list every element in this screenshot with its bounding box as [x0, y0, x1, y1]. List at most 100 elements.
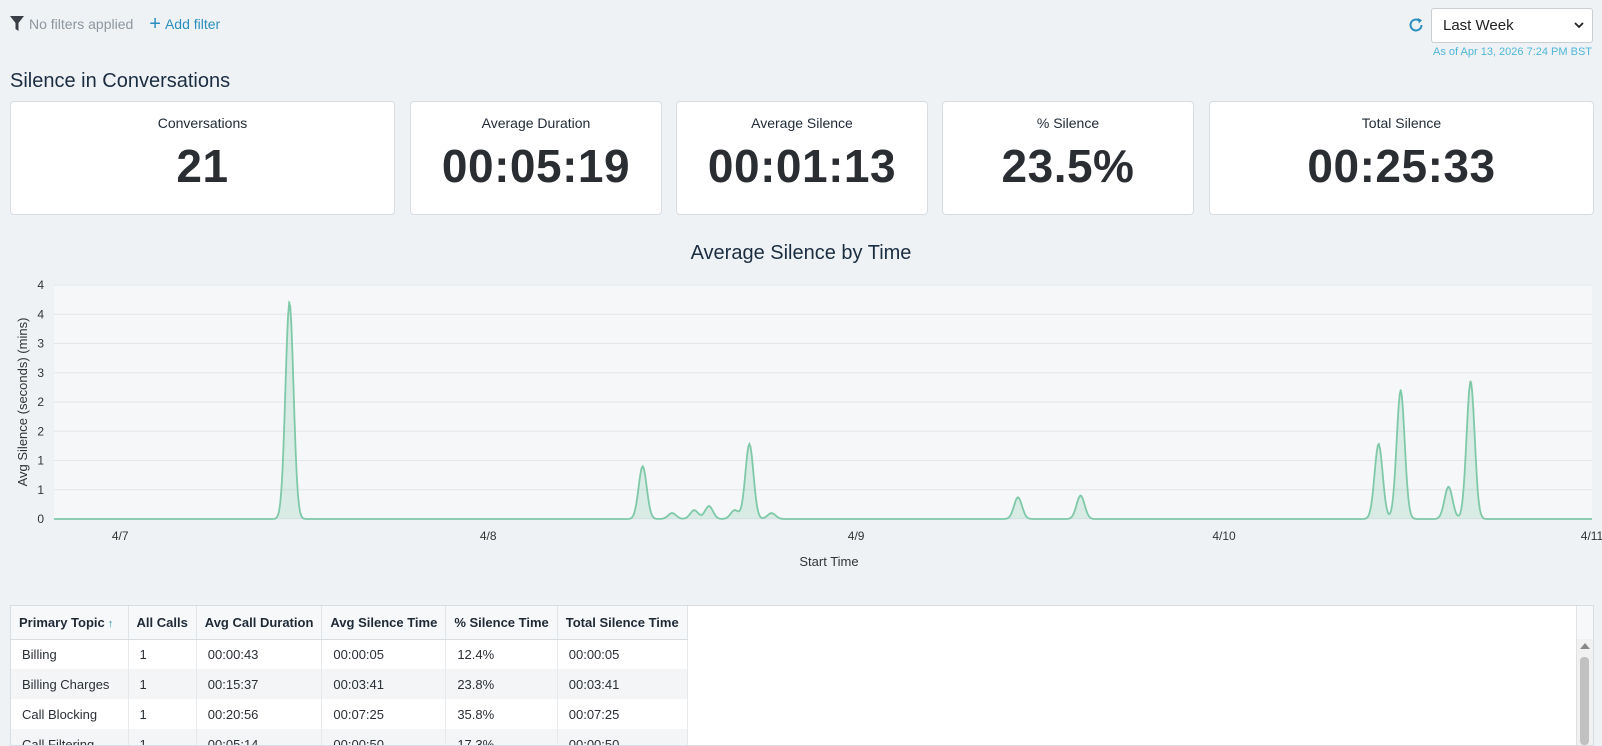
metric-value: 00:05:19 — [441, 140, 631, 192]
cell-percent-silence-time: 23.8% — [445, 669, 558, 699]
metric-label: % Silence — [1036, 115, 1100, 131]
data-point — [693, 509, 696, 512]
cell-primary-topic: Billing Charges — [11, 669, 129, 699]
cell-avg-call-duration: 00:05:14 — [196, 729, 323, 745]
y-tick-label: 2 — [37, 424, 44, 438]
data-point — [748, 443, 751, 446]
x-tick-label: 4/9 — [848, 529, 865, 543]
metric-card-average-silence: Average Silence 00:01:13 — [676, 101, 928, 215]
table-row[interactable]: Call Filtering 1 00:05:14 00:00:50 17.3%… — [11, 729, 688, 745]
metric-value: 00:25:33 — [1307, 140, 1496, 192]
cell-total-silence-time: 00:03:41 — [557, 669, 688, 699]
filter-status: No filters applied — [29, 16, 134, 32]
column-header-all-calls[interactable]: All Calls — [128, 606, 197, 640]
y-tick-label: 4 — [37, 307, 44, 321]
cell-avg-call-duration: 00:20:56 — [196, 699, 323, 729]
topics-table: Primary Topic ↑ All Calls Avg Call Durati… — [10, 605, 1594, 746]
table-row[interactable]: Billing 1 00:00:43 00:00:05 12.4% 00:00:… — [11, 639, 688, 669]
column-header-label: Avg Call Duration — [204, 614, 314, 630]
cell-avg-call-duration: 00:00:43 — [196, 639, 323, 669]
cell-avg-silence-time: 00:03:41 — [321, 669, 447, 699]
metric-value: 23.5% — [1001, 140, 1135, 192]
cell-all-calls: 1 — [128, 639, 197, 669]
y-tick-label: 1 — [37, 483, 44, 497]
data-point — [1469, 380, 1472, 383]
cell-primary-topic: Billing — [11, 639, 129, 669]
date-range-value: Last Week — [1443, 17, 1514, 34]
metric-card-total-silence: Total Silence 00:25:33 — [1209, 101, 1594, 215]
metric-value: 21 — [176, 140, 229, 192]
column-header-percent-silence-time[interactable]: % Silence Time — [445, 606, 558, 640]
data-point — [1017, 496, 1020, 499]
column-header-label: Primary Topic — [19, 614, 105, 630]
cell-avg-silence-time: 00:00:50 — [321, 729, 447, 745]
column-header-avg-silence-time[interactable]: Avg Silence Time — [321, 606, 447, 640]
cell-total-silence-time: 00:00:05 — [557, 639, 688, 669]
plus-icon: + — [149, 13, 161, 35]
topics-grid: Primary Topic ↑ All Calls Avg Call Durati… — [11, 606, 688, 745]
table-row[interactable]: Call Blocking 1 00:20:56 00:07:25 35.8% … — [11, 699, 688, 729]
cell-all-calls: 1 — [128, 729, 197, 745]
series-line — [54, 300, 1592, 520]
chart-title: Average Silence by Time — [690, 242, 912, 264]
refresh-icon[interactable] — [1407, 16, 1425, 34]
column-header-label: Avg Silence Time — [330, 614, 438, 630]
cell-total-silence-time: 00:00:50 — [557, 729, 688, 745]
filter-bar: No filters applied + Add filter — [10, 13, 221, 35]
cell-avg-call-duration: 00:15:37 — [196, 669, 323, 699]
cell-avg-silence-time: 00:07:25 — [321, 699, 447, 729]
metric-card-average-duration: Average Duration 00:05:19 — [410, 101, 662, 215]
cell-all-calls: 1 — [128, 669, 197, 699]
column-header-total-silence-time[interactable]: Total Silence Time — [557, 606, 688, 640]
data-point — [707, 505, 710, 508]
date-range-select[interactable]: Last Week — [1431, 8, 1593, 43]
add-filter-label: Add filter — [164, 16, 221, 32]
cell-primary-topic: Call Blocking — [11, 699, 129, 729]
as-of-timestamp: As of Apr 13, 2026 7:24 PM BST — [1433, 46, 1592, 58]
metric-value: 00:01:13 — [707, 140, 897, 192]
cell-percent-silence-time: 12.4% — [445, 639, 558, 669]
cell-total-silence-time: 00:07:25 — [557, 699, 688, 729]
cell-percent-silence-time: 35.8% — [445, 699, 558, 729]
metric-card-percent-silence: % Silence 23.5% — [942, 101, 1194, 215]
y-tick-label: 4 — [37, 278, 44, 292]
add-filter-button[interactable]: + Add filter — [149, 13, 221, 35]
scrollbar-thumb[interactable] — [1580, 657, 1589, 745]
data-point — [1377, 443, 1380, 446]
x-axis-label: Start Time — [799, 554, 858, 569]
scroll-up-icon[interactable] — [1580, 643, 1590, 649]
column-header-label: All Calls — [136, 614, 188, 630]
table-row[interactable]: Billing Charges 1 00:15:37 00:03:41 23.8… — [11, 669, 688, 699]
page-title: Silence in Conversations — [10, 70, 231, 92]
y-tick-label: 3 — [37, 337, 44, 351]
cell-avg-silence-time: 00:00:05 — [321, 639, 447, 669]
y-tick-label: 2 — [37, 395, 44, 409]
table-scrollbar[interactable] — [1576, 639, 1593, 745]
sort-ascending-icon: ↑ — [107, 617, 114, 630]
x-tick-label: 4/8 — [480, 529, 497, 543]
chevron-down-icon — [1574, 22, 1584, 29]
data-point — [770, 512, 773, 515]
x-tick-label: 4/7 — [112, 529, 129, 543]
cell-all-calls: 1 — [128, 699, 197, 729]
metric-label: Total Silence — [1361, 115, 1442, 131]
column-header-avg-call-duration[interactable]: Avg Call Duration — [196, 606, 323, 640]
y-tick-label: 1 — [37, 454, 44, 468]
data-point — [1079, 494, 1082, 497]
x-tick-label: 4/10 — [1212, 529, 1236, 543]
column-header-label: % Silence Time — [454, 614, 549, 630]
metric-label: Conversations — [157, 115, 248, 131]
metric-card-conversations: Conversations 21 — [10, 101, 395, 215]
metric-label: Average Duration — [481, 115, 591, 131]
metric-label: Average Silence — [751, 115, 853, 131]
column-header-label: Total Silence Time — [565, 614, 679, 630]
table-header-row: Primary Topic ↑ All Calls Avg Call Durati… — [11, 606, 688, 640]
data-point — [733, 509, 736, 512]
column-header-primary-topic[interactable]: Primary Topic ↑ — [11, 606, 129, 640]
data-point — [671, 512, 674, 515]
data-point — [288, 301, 291, 304]
table-header-corner — [1576, 606, 1593, 639]
data-point — [1399, 389, 1402, 392]
filter-icon — [10, 16, 24, 31]
cell-primary-topic: Call Filtering — [11, 729, 129, 745]
